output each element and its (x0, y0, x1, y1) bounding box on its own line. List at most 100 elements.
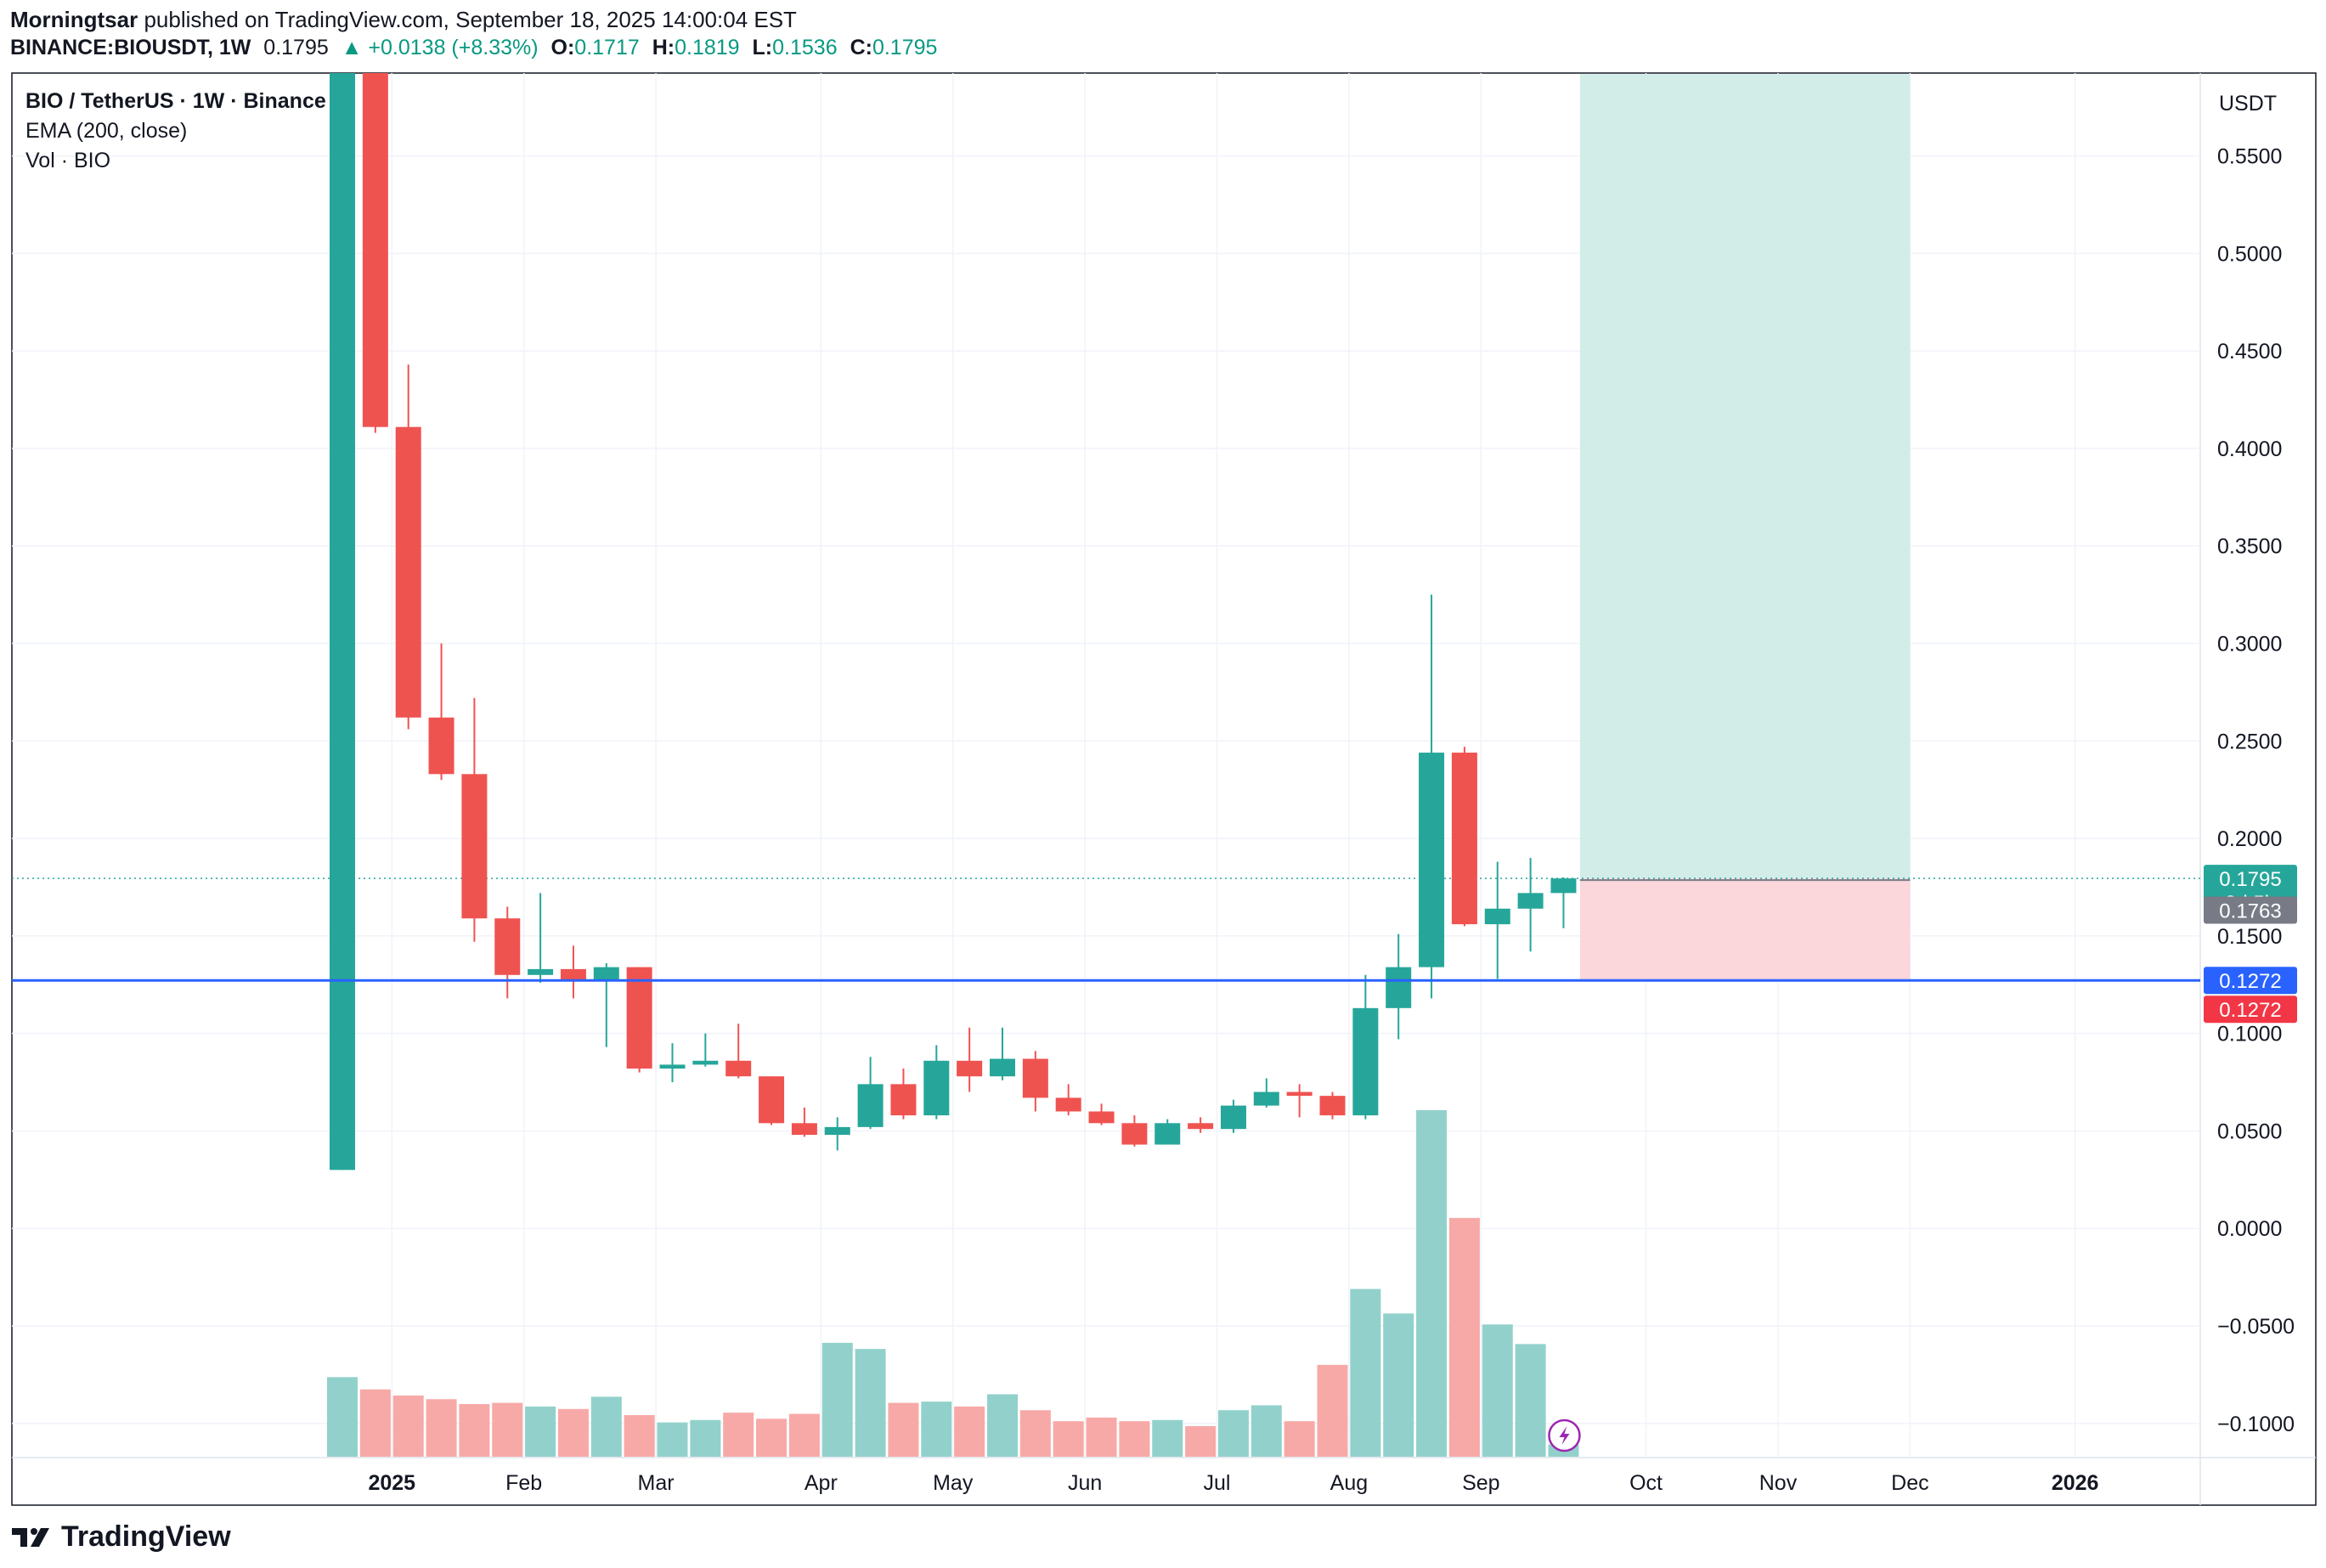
volume-bar (1350, 1289, 1381, 1457)
y-tick-label: −0.1000 (2217, 1413, 2295, 1436)
volume-bar (788, 1413, 820, 1457)
low-value: 0.1536 (772, 36, 838, 59)
y-tick-label: 0.0000 (2217, 1217, 2282, 1241)
volume-bar (1383, 1313, 1414, 1457)
volume-bar (756, 1419, 788, 1457)
x-tick-label: Mar (638, 1471, 675, 1495)
candle-body (461, 774, 488, 919)
volume-bar (1217, 1410, 1249, 1457)
volume-bar (954, 1406, 985, 1457)
volume-bar (1482, 1324, 1513, 1457)
candle-body (1155, 1123, 1181, 1145)
candle-body (857, 1084, 884, 1127)
legend-volume[interactable]: Vol · BIO (25, 149, 111, 172)
volume-bar (590, 1396, 622, 1457)
y-tick-label: 0.5000 (2217, 242, 2282, 266)
y-tick-label: 0.3500 (2217, 535, 2282, 559)
close-label: C: (850, 36, 872, 59)
candle-body (725, 1060, 752, 1077)
volume-bar (624, 1414, 655, 1457)
candle-body (1088, 1111, 1115, 1124)
stop-label-bg (2204, 996, 2297, 1024)
volume-bar (1515, 1344, 1546, 1457)
x-tick-label: Nov (1759, 1471, 1798, 1495)
volume-bar (1053, 1421, 1084, 1457)
x-tick-label: Oct (1629, 1471, 1663, 1495)
candle-body (890, 1084, 917, 1116)
author-name[interactable]: Morningtsar (10, 7, 138, 32)
volume-bar (525, 1406, 556, 1457)
volume-bar (987, 1394, 1018, 1457)
plot-area[interactable] (12, 0, 2200, 1457)
x-tick-label: Jun (1068, 1471, 1102, 1495)
candle-body (990, 1058, 1015, 1077)
currency-label: USDT (2219, 92, 2277, 116)
volume-bar (557, 1408, 589, 1457)
candle-body (1121, 1123, 1148, 1145)
stop-label: 0.1272 (2219, 999, 2281, 1022)
volume-bar (426, 1399, 457, 1457)
y-tick-label: 0.1000 (2217, 1023, 2282, 1046)
volume-bar (492, 1402, 523, 1457)
candle-body (593, 967, 619, 981)
volume-bar (1416, 1110, 1448, 1457)
legend-symbol[interactable]: BIO / TetherUS · 1W · Binance (25, 89, 326, 113)
high-value: 0.1819 (675, 36, 740, 59)
volume-bar (392, 1395, 424, 1457)
candle-body (759, 1076, 785, 1124)
legend-ema[interactable]: EMA (200, close) (25, 119, 188, 143)
candle-body (1188, 1123, 1214, 1130)
candle-body (692, 1060, 719, 1065)
candle-body (659, 1064, 686, 1069)
volume-bar (855, 1349, 886, 1457)
volume-bar (657, 1422, 688, 1457)
open-label: O: (550, 36, 575, 59)
current-price-label: 0.1795 (2219, 868, 2281, 891)
candle-body (1550, 878, 1577, 894)
candle-body (1319, 1096, 1346, 1116)
ema-label-bg (2204, 896, 2297, 924)
target-zone (1579, 74, 1911, 879)
candle-body (1517, 893, 1544, 909)
stop-zone (1579, 878, 1911, 981)
ema-label: 0.1763 (2219, 900, 2281, 923)
y-tick-label: 0.2000 (2217, 827, 2282, 851)
tradingview-logo[interactable]: TradingView (10, 1520, 231, 1554)
candle-body (957, 1060, 983, 1077)
candle-body (1220, 1105, 1246, 1130)
chart-frame (11, 72, 2317, 1506)
candle-body (791, 1123, 817, 1136)
y-tick-label: 0.4500 (2217, 340, 2282, 364)
volume-bar (1019, 1410, 1051, 1457)
volume-bar (327, 1377, 358, 1457)
x-tick-label: 2026 (2052, 1471, 2099, 1495)
symbol-line: BINANCE:BIOUSDT, 1W (10, 36, 251, 59)
candle-body (1055, 1097, 1081, 1112)
volume-bar (359, 1389, 391, 1457)
support-label: 0.1272 (2219, 970, 2281, 993)
candle-body (1451, 753, 1477, 925)
publish-info: Morningtsar published on TradingView.com… (10, 7, 797, 33)
volume-bar (921, 1402, 952, 1457)
volume-bar (1086, 1417, 1117, 1457)
tradingview-logo-icon (12, 1527, 49, 1547)
y-tick-label: 0.5500 (2217, 145, 2282, 169)
candle-body (1286, 1091, 1313, 1097)
volume-bar (723, 1413, 754, 1457)
candle-body (923, 1060, 950, 1116)
volume-bar (690, 1419, 721, 1457)
y-tick-label: 0.1500 (2217, 925, 2282, 949)
x-tick-label: Dec (1891, 1471, 1928, 1495)
candle-body (824, 1126, 850, 1136)
volume-bar (1251, 1405, 1282, 1457)
x-tick-label: Jul (1204, 1471, 1231, 1495)
volume-bar (1448, 1217, 1480, 1457)
x-tick-label: Feb (505, 1471, 542, 1495)
candle-body (528, 968, 554, 975)
candle-body (362, 73, 388, 427)
candle-body (428, 717, 454, 775)
candle-body (1419, 753, 1445, 967)
volume-bar (1317, 1364, 1348, 1457)
candle-body (1386, 967, 1412, 1008)
